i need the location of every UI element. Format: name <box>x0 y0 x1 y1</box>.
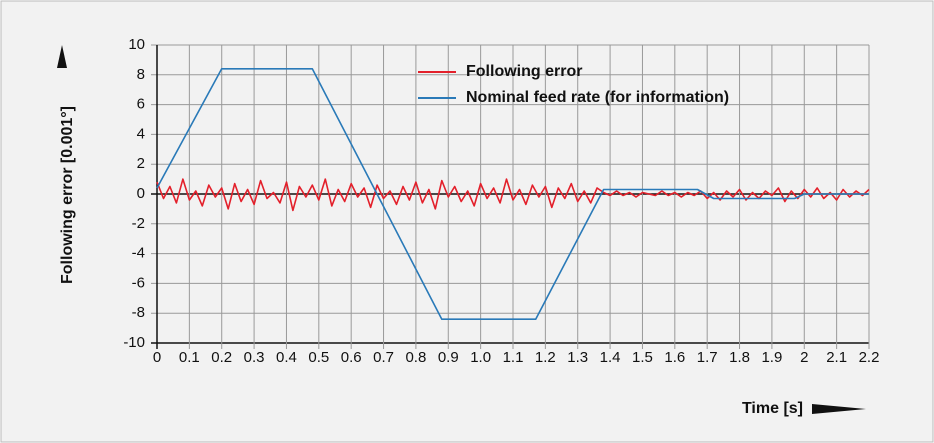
y-tick-label: -8 <box>132 304 145 321</box>
x-tick-label: 1.6 <box>664 349 685 366</box>
x-tick-label: 1.0 <box>470 349 491 366</box>
x-tick-label: 2 <box>800 349 808 366</box>
series-line <box>156 68 869 321</box>
x-tick-label: 0.5 <box>308 349 329 366</box>
x-tick-label: 0.2 <box>211 349 232 366</box>
x-tick-label: 0.6 <box>341 349 362 366</box>
y-tick-label: 4 <box>137 125 145 142</box>
x-tick-label: 1.2 <box>535 349 556 366</box>
legend-label: Following error <box>466 63 582 80</box>
y-tick-label: -2 <box>132 215 145 232</box>
y-tick-label: 0 <box>137 185 145 202</box>
y-axis-arrow <box>57 45 67 68</box>
x-tick-label: 0.8 <box>405 349 426 366</box>
x-tick-label: 1.5 <box>632 349 653 366</box>
x-axis-label: Time [s] <box>742 400 803 417</box>
y-axis-label: Following error [0.001°] <box>59 106 76 284</box>
y-tick-label: 10 <box>128 36 145 53</box>
x-tick-label: 0 <box>153 349 161 366</box>
x-tick-label: 1.9 <box>761 349 782 366</box>
x-tick-label: 2.1 <box>826 349 847 366</box>
series-line <box>156 178 870 212</box>
y-tick-label: -4 <box>132 245 145 262</box>
y-tick-label: -6 <box>132 274 145 291</box>
y-tick-label: 2 <box>137 155 145 172</box>
legend-label: Nominal feed rate (for information) <box>466 89 729 106</box>
x-tick-label: 1.7 <box>697 349 718 366</box>
x-tick-label: 0.7 <box>373 349 394 366</box>
x-tick-label: 2.2 <box>859 349 880 366</box>
x-tick-label: 0.4 <box>276 349 297 366</box>
x-tick-label: 1.8 <box>729 349 750 366</box>
y-tick-label: 8 <box>137 66 145 83</box>
x-tick-label: 1.3 <box>567 349 588 366</box>
y-tick-label: -10 <box>123 334 145 351</box>
y-tick-label: 6 <box>137 96 145 113</box>
x-tick-label: 1.1 <box>503 349 524 366</box>
x-tick-label: 0.9 <box>438 349 459 366</box>
x-tick-label: 0.3 <box>244 349 265 366</box>
x-tick-label: 0.1 <box>179 349 200 366</box>
x-axis-arrow <box>812 404 866 414</box>
x-tick-label: 1.4 <box>600 349 621 366</box>
plot <box>156 68 870 321</box>
